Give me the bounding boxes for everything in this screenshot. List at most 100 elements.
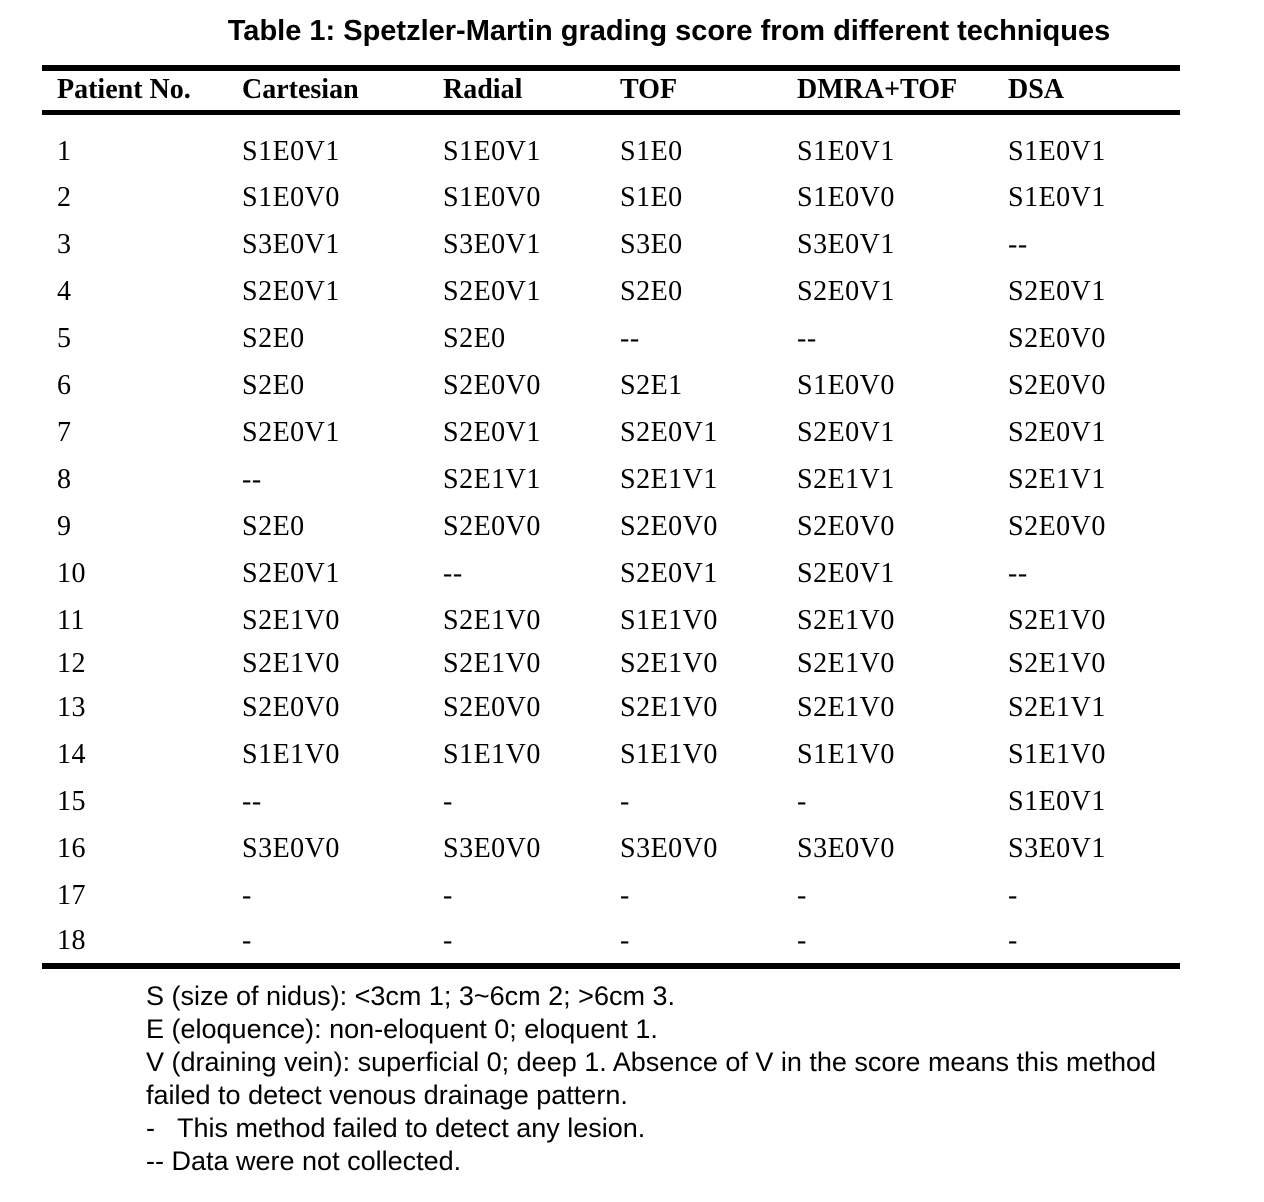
- score-cell: -: [443, 925, 453, 956]
- score-cell: --: [797, 322, 817, 354]
- table-row: 3 S3E0V1 S3E0V1 S3E0 S3E0V1 --: [42, 221, 1180, 268]
- patient-number-cell: 13: [57, 691, 86, 723]
- score-cell: S2E1V0: [797, 691, 895, 723]
- score-cell: -: [1008, 879, 1018, 911]
- score-cell: -: [443, 879, 453, 911]
- patient-number-cell: 2: [57, 181, 72, 213]
- patient-number-cell: 15: [57, 785, 86, 817]
- patient-number-cell: 7: [57, 416, 72, 448]
- column-header-patient-no: Patient No.: [57, 74, 191, 106]
- score-cell: S2E1V1: [1008, 463, 1106, 495]
- score-cell: S1E0V1: [1008, 785, 1106, 817]
- score-cell: S2E0V1: [797, 275, 895, 307]
- table-row: 8 -- S2E1V1 S2E1V1 S2E1V1 S2E1V1: [42, 456, 1180, 503]
- score-cell: S3E0V0: [797, 832, 895, 864]
- score-cell: S2E1V0: [1008, 604, 1106, 636]
- score-cell: S2E1V1: [620, 463, 718, 495]
- score-cell: S1E1V0: [797, 738, 895, 770]
- score-cell: S3E0V1: [797, 228, 895, 260]
- score-cell: -: [620, 925, 630, 956]
- score-cell: S2E0V0: [1008, 510, 1106, 542]
- score-cell: S2E0V1: [242, 557, 340, 589]
- footnote-line: S (size of nidus): <3cm 1; 3~6cm 2; >6cm…: [146, 981, 675, 1011]
- score-cell: S2E1V0: [443, 604, 541, 636]
- score-cell: S2E1V0: [242, 648, 340, 679]
- patient-number-cell: 17: [57, 879, 86, 911]
- score-cell: S2E1V1: [1008, 691, 1106, 723]
- column-header-dsa: DSA: [1008, 74, 1065, 106]
- score-cell: -: [620, 879, 630, 911]
- score-cell: S2E0V1: [443, 275, 541, 307]
- footnote-line: -- Data were not collected.: [146, 1146, 462, 1176]
- score-cell: -: [797, 785, 807, 817]
- column-header-dmra-tof: DMRA+TOF: [797, 74, 958, 106]
- score-cell: S1E1V0: [620, 604, 718, 636]
- patient-number-cell: 3: [57, 228, 72, 260]
- column-header-tof: TOF: [620, 74, 678, 106]
- score-cell: S3E0V0: [443, 832, 541, 864]
- score-cell: S2E0: [242, 369, 305, 401]
- patient-number-cell: 4: [57, 275, 72, 307]
- score-cell: -: [620, 785, 630, 817]
- table-row: 1 S1E0V1 S1E0V1 S1E0 S1E0V1 S1E0V1: [42, 112, 1180, 174]
- score-cell: S2E0V1: [443, 416, 541, 448]
- score-cell: S2E0V1: [620, 416, 718, 448]
- score-cell: S2E0V1: [242, 275, 340, 307]
- score-cell: S1E0V0: [797, 369, 895, 401]
- score-cell: -: [242, 925, 252, 956]
- score-cell: --: [242, 463, 262, 495]
- footnote-line: E (eloquence): non-eloquent 0; eloquent …: [146, 1014, 658, 1044]
- score-cell: S3E0V0: [242, 832, 340, 864]
- column-header-cartesian: Cartesian: [242, 74, 359, 106]
- score-cell: -: [797, 925, 807, 956]
- score-cell: S2E0: [620, 275, 683, 307]
- table-row: 10 S2E0V1 -- S2E0V1 S2E0V1 --: [42, 550, 1180, 597]
- table-row: 14 S1E1V0 S1E1V0 S1E1V0 S1E1V0 S1E1V0: [42, 731, 1180, 778]
- score-cell: S2E1V1: [797, 463, 895, 495]
- score-cell: S2E0V0: [620, 510, 718, 542]
- score-cell: S2E0: [443, 322, 506, 354]
- patient-number-cell: 1: [57, 135, 72, 167]
- grading-table: Patient No. Cartesian Radial TOF DMRA+TOF DSA…: [42, 65, 1180, 969]
- score-cell: S3E0V0: [620, 832, 718, 864]
- score-cell: S1E0V1: [797, 135, 895, 167]
- column-header-radial: Radial: [443, 74, 523, 106]
- score-cell: S2E1V0: [620, 691, 718, 723]
- score-cell: -: [797, 879, 807, 911]
- score-cell: --: [1008, 228, 1028, 260]
- score-cell: S1E0V1: [242, 135, 340, 167]
- patient-number-cell: 18: [57, 925, 86, 956]
- score-cell: S2E0V0: [443, 369, 541, 401]
- table-row: 7 S2E0V1 S2E0V1 S2E0V1 S2E0V1 S2E0V1: [42, 409, 1180, 456]
- score-cell: S2E0V1: [1008, 275, 1106, 307]
- score-cell: S2E0V0: [443, 691, 541, 723]
- footnote-line: V (draining vein): superficial 0; deep 1…: [146, 1047, 1157, 1077]
- table-row: 17 - - - - -: [42, 872, 1180, 919]
- score-cell: S2E0V0: [1008, 369, 1106, 401]
- score-cell: --: [443, 557, 463, 589]
- footnote-line: failed to detect venous drainage pattern…: [146, 1080, 628, 1110]
- patient-number-cell: 9: [57, 510, 72, 542]
- score-cell: S2E1V0: [620, 648, 718, 679]
- table-title: Table 1: Spetzler-Martin grading score f…: [227, 15, 1111, 47]
- score-cell: -: [443, 785, 453, 817]
- score-cell: S1E1V0: [620, 738, 718, 770]
- score-cell: S1E0V1: [443, 135, 541, 167]
- score-cell: --: [620, 322, 640, 354]
- table-row: 9 S2E0 S2E0V0 S2E0V0 S2E0V0 S2E0V0: [42, 503, 1180, 550]
- table-row: 16 S3E0V0 S3E0V0 S3E0V0 S3E0V0 S3E0V1: [42, 825, 1180, 872]
- score-cell: S2E0: [242, 322, 305, 354]
- table-row: 11 S2E1V0 S2E1V0 S1E1V0 S2E1V0 S2E1V0: [42, 597, 1180, 644]
- table-row: 6 S2E0 S2E0V0 S2E1 S1E0V0 S2E0V0: [42, 362, 1180, 409]
- table-row: 15 -- - - - S1E0V1: [42, 778, 1180, 825]
- score-cell: S3E0V1: [242, 228, 340, 260]
- score-cell: S2E1: [620, 369, 683, 401]
- header-row: Patient No. Cartesian Radial TOF DMRA+TOF DSA: [42, 68, 1180, 112]
- score-cell: S1E0V1: [1008, 135, 1106, 167]
- table-row: 12 S2E1V0 S2E1V0 S2E1V0 S2E1V0 S2E1V0: [42, 644, 1180, 684]
- score-cell: S2E0: [242, 510, 305, 542]
- footnotes: S (size of nidus): <3cm 1; 3~6cm 2; >6cm…: [146, 980, 1264, 1178]
- score-cell: S1E1V0: [1008, 738, 1106, 770]
- table-row: 18 - - - - -: [42, 919, 1180, 966]
